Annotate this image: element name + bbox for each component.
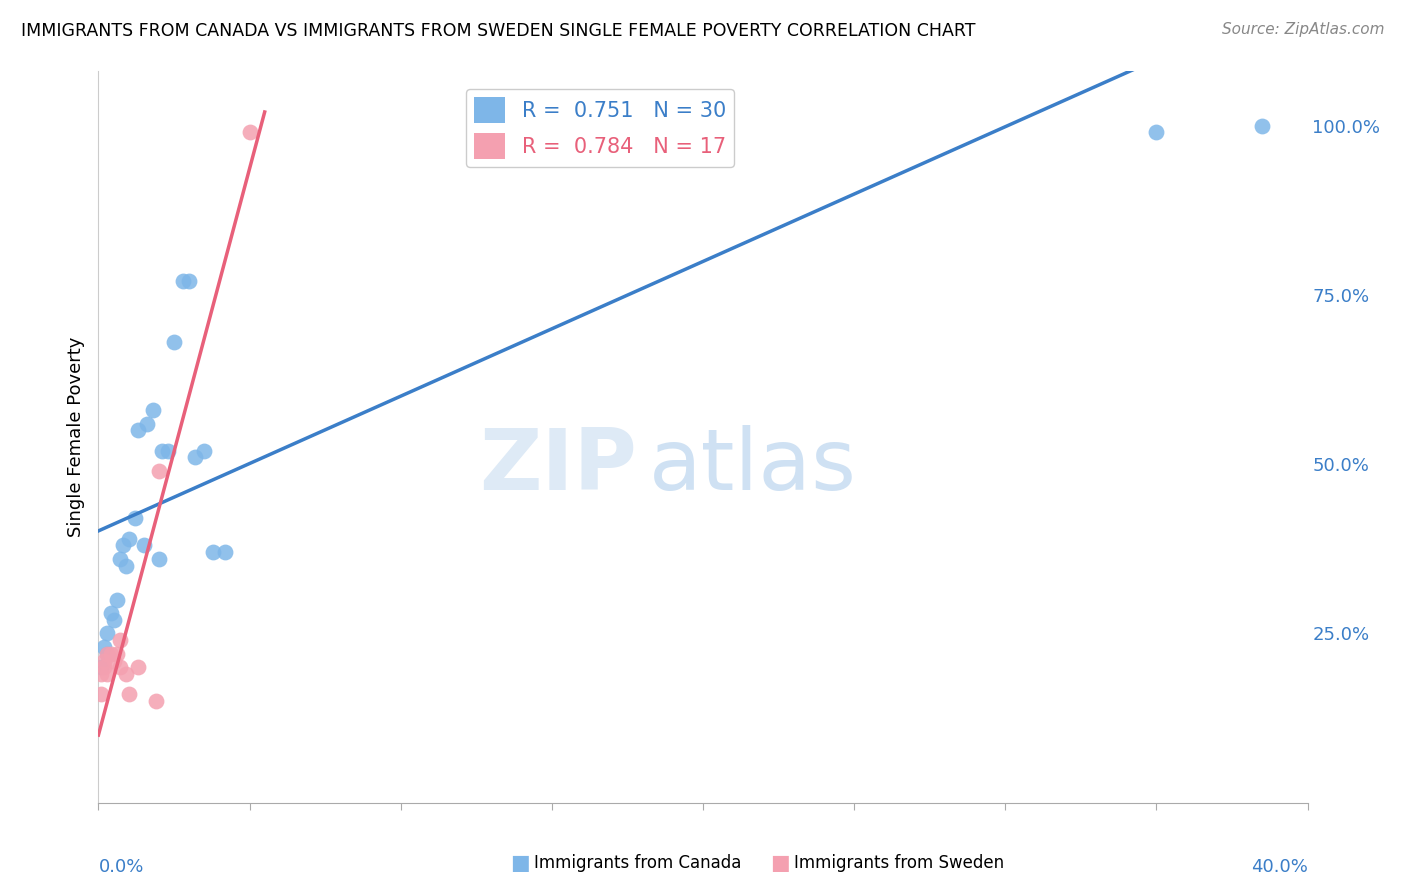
Point [114, 558, 136, 573]
Point [103, 654, 125, 668]
Point [108, 660, 131, 674]
Text: atlas: atlas [648, 425, 856, 508]
Point [150, 443, 173, 458]
Point [647, 125, 669, 139]
Point [111, 538, 134, 552]
Text: ■: ■ [510, 854, 530, 873]
Point [90, 667, 112, 681]
Point [239, 125, 262, 139]
Point [100, 606, 122, 620]
Point [202, 545, 225, 559]
Point [90, 660, 112, 674]
Point [631, 125, 654, 139]
Point [193, 443, 215, 458]
Point [108, 552, 131, 566]
Point [96, 647, 118, 661]
Point [145, 694, 167, 708]
Point [127, 423, 149, 437]
Point [172, 274, 194, 288]
Point [108, 633, 131, 648]
Point [114, 667, 136, 681]
Text: ■: ■ [770, 854, 790, 873]
Y-axis label: Single Female Poverty: Single Female Poverty [66, 337, 84, 537]
Legend: R =  0.751   N = 30, R =  0.784   N = 17: R = 0.751 N = 30, R = 0.784 N = 17 [465, 89, 734, 167]
Point [156, 443, 179, 458]
Point [105, 592, 128, 607]
Text: 40.0%: 40.0% [1251, 858, 1308, 876]
Point [132, 538, 155, 552]
Text: ZIP: ZIP [479, 425, 637, 508]
Point [135, 417, 157, 431]
Point [124, 511, 146, 525]
Text: Immigrants from Canada: Immigrants from Canada [534, 855, 741, 872]
Point [163, 335, 186, 350]
Point [148, 552, 170, 566]
Point [90, 688, 112, 702]
Point [118, 688, 141, 702]
Point [96, 667, 118, 681]
Point [179, 274, 201, 288]
Point [103, 613, 125, 627]
Text: Immigrants from Sweden: Immigrants from Sweden [794, 855, 1004, 872]
Text: Source: ZipAtlas.com: Source: ZipAtlas.com [1222, 22, 1385, 37]
Point [148, 464, 170, 478]
Point [105, 647, 128, 661]
Point [1144, 125, 1167, 139]
Point [100, 647, 122, 661]
Point [118, 532, 141, 546]
Point [142, 403, 165, 417]
Point [93, 640, 115, 654]
Point [93, 654, 115, 668]
Point [93, 660, 115, 674]
Point [214, 545, 236, 559]
Point [1251, 119, 1274, 133]
Point [96, 647, 118, 661]
Text: 0.0%: 0.0% [98, 858, 143, 876]
Point [184, 450, 207, 465]
Point [127, 660, 149, 674]
Text: IMMIGRANTS FROM CANADA VS IMMIGRANTS FROM SWEDEN SINGLE FEMALE POVERTY CORRELATI: IMMIGRANTS FROM CANADA VS IMMIGRANTS FRO… [21, 22, 976, 40]
Point [96, 626, 118, 640]
